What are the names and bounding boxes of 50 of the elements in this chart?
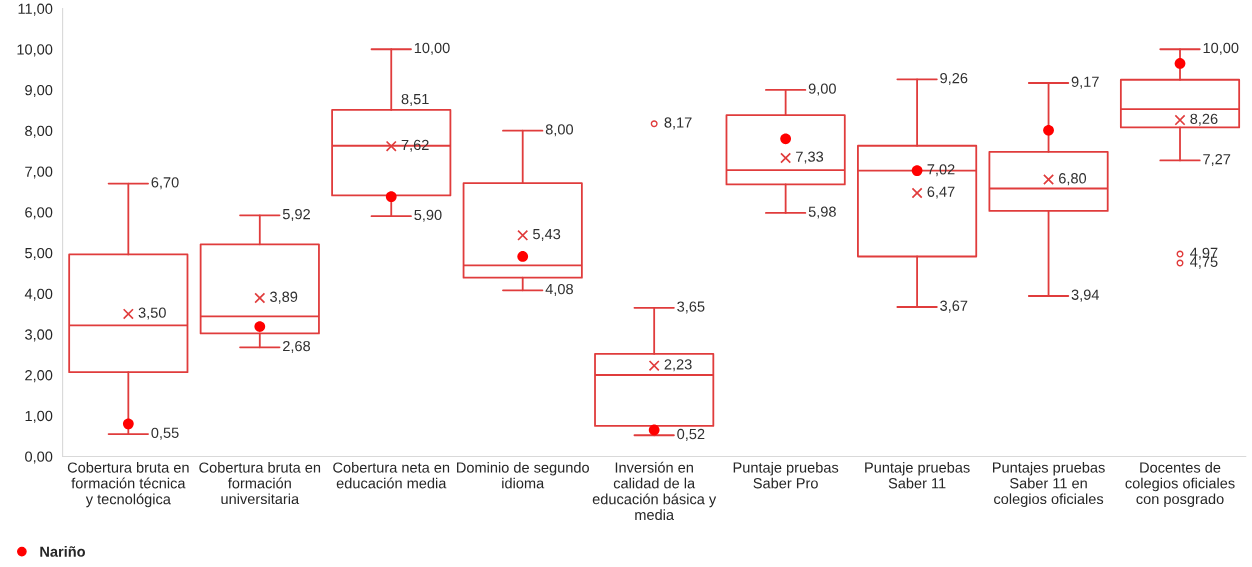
annotation: 5,98 [808, 206, 836, 219]
legend-label: Nariño [40, 546, 85, 557]
annotation: 0,52 [677, 428, 705, 441]
annotation: 7,27 [1203, 153, 1231, 167]
x-tick-label: Docentes de colegios oficiales con posgrado [1125, 461, 1235, 507]
annotation: 10,00 [1203, 42, 1239, 55]
x-tick-label: Dominio de segundo idioma [457, 461, 589, 489]
y-tick-label: 7,00 [25, 166, 53, 179]
annotation: 8,00 [545, 124, 574, 137]
y-tick-label: 8,00 [25, 125, 53, 138]
y-tick-label: 3,00 [25, 329, 53, 342]
annotation: 8,26 [1190, 113, 1218, 126]
annotation: 3,67 [940, 300, 968, 313]
x-tick-label: Cobertura neta en educación media [333, 461, 450, 489]
y-tick-label: 10,00 [17, 44, 53, 57]
annotation: 0,55 [151, 427, 179, 440]
annotation: 3,94 [1071, 289, 1099, 302]
y-tick-label: 11,00 [18, 3, 53, 16]
y-tick-label: 9,00 [25, 85, 53, 98]
annotation: 7,33 [796, 151, 824, 164]
y-tick-label: 2,00 [25, 370, 53, 383]
annotation: 5,92 [282, 208, 310, 221]
annotation: 5,43 [533, 228, 561, 241]
y-tick-label: 5,00 [25, 247, 53, 260]
x-tick-label: Inversión en calidad de la educación básica y media [592, 461, 717, 521]
x-tick-label: Puntaje pruebas Saber Pro [733, 461, 839, 489]
annotation: 4,08 [545, 283, 573, 296]
annotation: 3,65 [677, 301, 705, 314]
x-tick-label: Cobertura bruta en formación técnica y tecnológica [67, 461, 189, 508]
annotation: 9,00 [808, 83, 836, 96]
x-tick-label: Puntaje pruebas Saber 11 [865, 461, 970, 489]
x-tick-label: Cobertura bruta en formación universitaria [199, 461, 321, 505]
annotation: 6,47 [927, 186, 955, 199]
y-tick-label: 1,00 [25, 410, 53, 423]
y-tick-label: 4,00 [24, 288, 53, 301]
x-tick-label: Puntajes pruebas Saber 11 en colegios oficiales [993, 461, 1105, 507]
annotation: 6,80 [1059, 173, 1087, 186]
annotation: 8,51 [401, 93, 429, 106]
annotation: 3,50 [138, 307, 166, 320]
annotation: 9,17 [1071, 76, 1099, 89]
annotation: 9,26 [940, 72, 968, 85]
annotation: 10,00 [414, 42, 450, 55]
annotation: 6,70 [151, 177, 179, 190]
y-tick-label: 0,00 [25, 451, 53, 464]
annotation: 3,89 [270, 291, 298, 304]
annotation: 2,23 [664, 359, 692, 372]
annotation: 8,17 [664, 117, 692, 130]
annotation: 5,90 [414, 209, 442, 222]
y-tick-label: 6,00 [25, 207, 53, 220]
annotation: 2,68 [283, 340, 311, 353]
